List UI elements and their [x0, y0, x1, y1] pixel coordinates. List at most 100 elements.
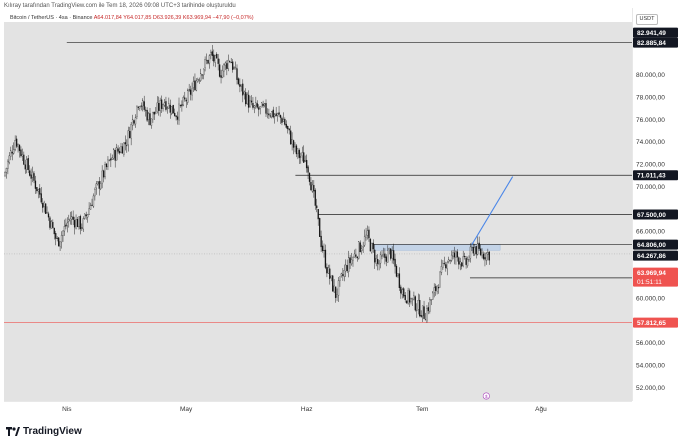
candle: [4, 171, 6, 178]
candle-body: [182, 96, 185, 106]
candle-body: [291, 139, 293, 145]
candle-body: [105, 163, 108, 168]
candle-body: [369, 239, 372, 252]
candle-body: [395, 265, 398, 277]
candle: [401, 287, 403, 299]
candle: [134, 114, 137, 128]
candle-body: [310, 181, 312, 191]
candle-body: [343, 270, 345, 277]
candle-body: [53, 227, 55, 235]
candle: [65, 218, 67, 230]
candle-body: [255, 102, 257, 107]
candle-body: [34, 180, 37, 189]
candle: [156, 96, 158, 114]
candle-body: [84, 213, 86, 219]
candle-body: [387, 250, 389, 263]
candle: [475, 245, 477, 259]
candle-body: [171, 106, 173, 115]
candle: [419, 294, 421, 318]
candle-body: [320, 235, 322, 248]
candle-body: [28, 170, 31, 176]
candle: [449, 259, 451, 265]
candle: [184, 91, 186, 102]
candle-body: [178, 103, 180, 121]
candle-body: [217, 58, 219, 64]
currency-selector[interactable]: USDT: [636, 14, 658, 25]
candle-body: [287, 126, 289, 130]
candle-body: [420, 314, 422, 318]
candle: [114, 147, 116, 168]
candle: [105, 163, 108, 170]
candle: [405, 300, 408, 304]
candle-body: [192, 81, 195, 88]
candle: [392, 243, 395, 265]
candle: [14, 135, 16, 152]
candle: [450, 250, 453, 263]
candle-body: [179, 105, 182, 106]
candle-body: [266, 113, 269, 115]
candle-body: [11, 151, 13, 154]
candle-body: [207, 60, 209, 64]
candle-body: [95, 183, 97, 189]
candle: [343, 264, 345, 282]
candle: [246, 92, 248, 105]
candle-body: [52, 222, 54, 228]
candle: [107, 156, 109, 171]
candle-body: [176, 116, 179, 120]
candle: [233, 66, 235, 70]
candle-body: [474, 247, 476, 255]
candle: [424, 312, 427, 321]
level-price-badge-text: 57.812,65: [637, 320, 666, 327]
candle: [17, 143, 19, 153]
candle-body: [346, 265, 348, 272]
candle-body: [39, 188, 41, 195]
candle: [69, 211, 71, 225]
candle-body: [479, 248, 482, 255]
candle: [421, 305, 424, 322]
candle-body: [143, 101, 145, 110]
candle-body: [240, 84, 243, 87]
candle: [372, 239, 374, 253]
candle: [317, 209, 319, 226]
candle: [477, 236, 479, 256]
candle-body: [472, 246, 475, 254]
candle-body: [440, 266, 443, 273]
candle-body: [237, 78, 240, 85]
candle-body: [411, 297, 414, 300]
candle: [136, 105, 138, 120]
candle: [91, 198, 93, 206]
candle-body: [303, 152, 305, 163]
level-price-badge-bg: [633, 37, 678, 48]
candle: [474, 243, 476, 257]
candle: [187, 88, 189, 105]
candle-body: [445, 264, 447, 269]
candle-body: [485, 253, 488, 261]
y-tick-label: 60.000,00: [636, 296, 665, 303]
candle: [127, 126, 129, 152]
candle-body: [271, 111, 273, 118]
candle: [359, 240, 361, 253]
candle: [185, 97, 187, 108]
candle-body: [388, 247, 390, 250]
candle: [50, 219, 53, 229]
candle: [333, 279, 335, 294]
candle: [56, 236, 58, 242]
candle: [230, 58, 232, 64]
candle: [100, 181, 102, 191]
candle: [323, 243, 325, 258]
candle-body: [462, 256, 464, 266]
candle: [288, 128, 290, 135]
candle: [314, 188, 316, 210]
candle-body: [79, 216, 82, 230]
candle-body: [390, 248, 392, 259]
candle: [214, 54, 216, 68]
candle-body: [275, 113, 277, 116]
candle: [172, 104, 174, 114]
candle-body: [150, 118, 153, 126]
candle-body: [18, 144, 21, 151]
candle-body: [149, 113, 151, 126]
candle-body: [15, 138, 18, 147]
candle-body: [304, 160, 306, 162]
candle: [182, 95, 185, 107]
